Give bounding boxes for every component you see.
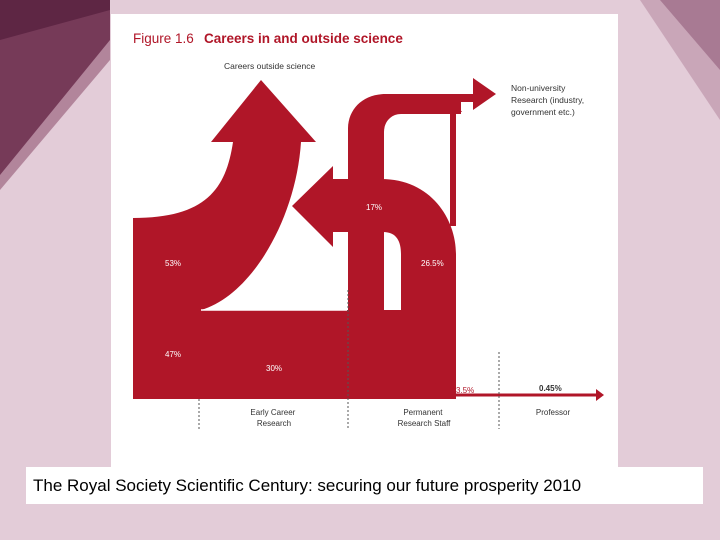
pct-professor: 0.45%: [539, 384, 562, 393]
nonuni-label: Non-university Research (industry, gover…: [511, 83, 586, 117]
stage-professor: Professor: [536, 408, 571, 417]
pct-to-permanent: 30%: [266, 364, 282, 373]
pct-outside-science: 53%: [165, 259, 181, 268]
nonuni-small-arrow: [444, 100, 462, 226]
nonuni-flow: [348, 78, 496, 310]
dark-corner-left-light: [0, 10, 110, 190]
caption-text: The Royal Society Scientific Century: se…: [33, 475, 582, 495]
stage-permanent: Permanent Research Staff: [398, 408, 452, 428]
stage-permanent-line-2: Research Staff: [398, 419, 452, 428]
corner-right-dark: [660, 0, 720, 70]
careers-flow-diagram: Figure 1.6 Careers in and outside scienc…: [133, 31, 604, 429]
figure-number: Figure 1.6: [133, 31, 194, 46]
outside-science-label: Careers outside science: [224, 61, 315, 71]
permanent-down-flow: [401, 310, 456, 399]
stage-early-career-line-1: Early Career: [250, 408, 295, 417]
pct-return: 17%: [366, 203, 382, 212]
stage-permanent-line-1: Permanent: [403, 408, 443, 417]
return-flow: [292, 166, 456, 310]
caption-bar: The Royal Society Scientific Century: se…: [26, 467, 703, 504]
flow-separator: [201, 284, 348, 311]
nonuni-label-line-1: Non-university: [511, 83, 566, 93]
figure-panel: Figure 1.6 Careers in and outside scienc…: [111, 14, 618, 470]
professor-arrowhead: [596, 389, 604, 401]
figure-title: Careers in and outside science: [204, 31, 403, 46]
pct-remain: 47%: [165, 350, 181, 359]
pct-permanent-to-nonuni: 26.5%: [421, 259, 444, 268]
nonuni-label-line-2: Research (industry,: [511, 95, 584, 105]
remain-band: [133, 310, 456, 399]
outside-science-flow: [133, 80, 316, 310]
stage-early-career-line-2: Research: [257, 419, 291, 428]
pct-remain-permanent: 3.5%: [456, 386, 474, 395]
stage-early-career: Early Career Research: [250, 408, 297, 428]
nonuni-label-line-3: government etc.): [511, 107, 575, 117]
